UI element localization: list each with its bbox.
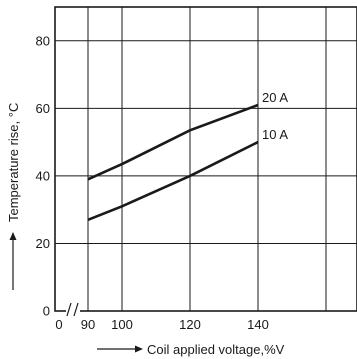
y-tick-label: 20 (36, 236, 50, 251)
plot-frame (54, 6, 357, 312)
y-axis-title-group: Temperature rise, °C (6, 103, 21, 290)
y-tick-label: 0 (43, 304, 50, 319)
axis-break-stroke (66, 302, 72, 317)
axis-break-stroke (73, 302, 79, 317)
y-tick-label: 60 (36, 101, 50, 116)
series-lines: 20 A 10 A (87, 90, 288, 222)
x-tick-label: 100 (111, 317, 133, 332)
y-tick-label: 40 (36, 168, 50, 183)
grid (55, 7, 357, 311)
y-tick-label: 80 (36, 33, 50, 48)
axis-break-gap (66, 302, 80, 314)
tick-labels: 90 100 120 140 00 20 40 60 80 (36, 33, 269, 332)
x-tick-label: 120 (179, 317, 201, 332)
x-axis-title: Coil applied voltage,%V (147, 342, 285, 357)
series-label-0: 20 A (262, 90, 288, 105)
x-tick-label: 140 (247, 317, 269, 332)
x-origin-label: 0 (55, 317, 62, 332)
x-axis-arrow-icon (135, 345, 143, 353)
series-line-1 (87, 140, 259, 222)
y-axis-arrow-icon (9, 232, 17, 240)
x-axis-break-mark (66, 302, 80, 317)
series-label-1: 10 A (262, 127, 288, 142)
x-tick-label: 90 (81, 317, 95, 332)
y-axis-title: Temperature rise, °C (6, 103, 21, 222)
series-line-0 (87, 103, 259, 181)
x-axis-title-group: Coil applied voltage,%V (97, 342, 285, 357)
